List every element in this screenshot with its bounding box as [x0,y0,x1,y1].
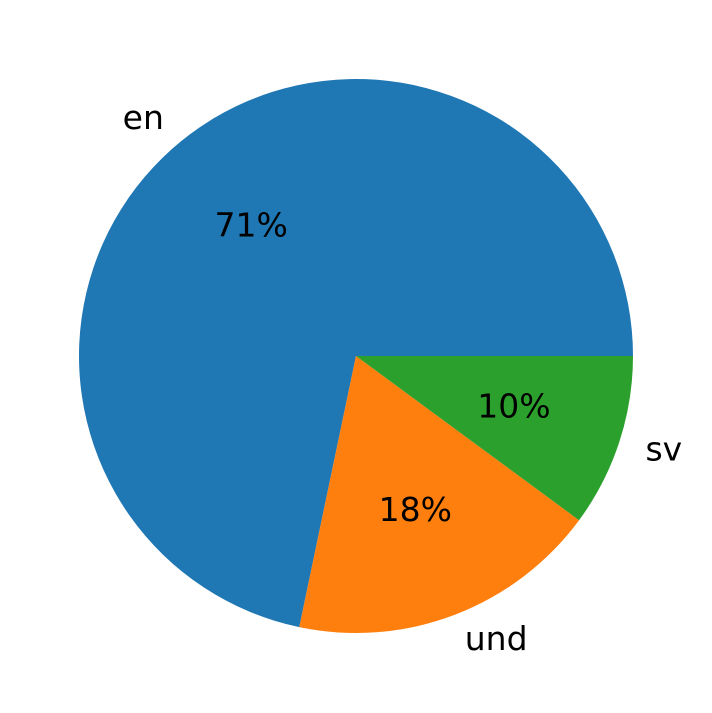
percent-label: 10% [477,386,550,425]
pie-slice [78,79,633,628]
slice-label: und [465,619,528,658]
pie-slice [356,356,633,521]
percent-label: 71% [215,206,288,245]
slice-label: sv [645,430,682,469]
slice-label: en [123,98,164,137]
pie-slice [299,356,580,633]
percent-label: 18% [379,490,452,529]
